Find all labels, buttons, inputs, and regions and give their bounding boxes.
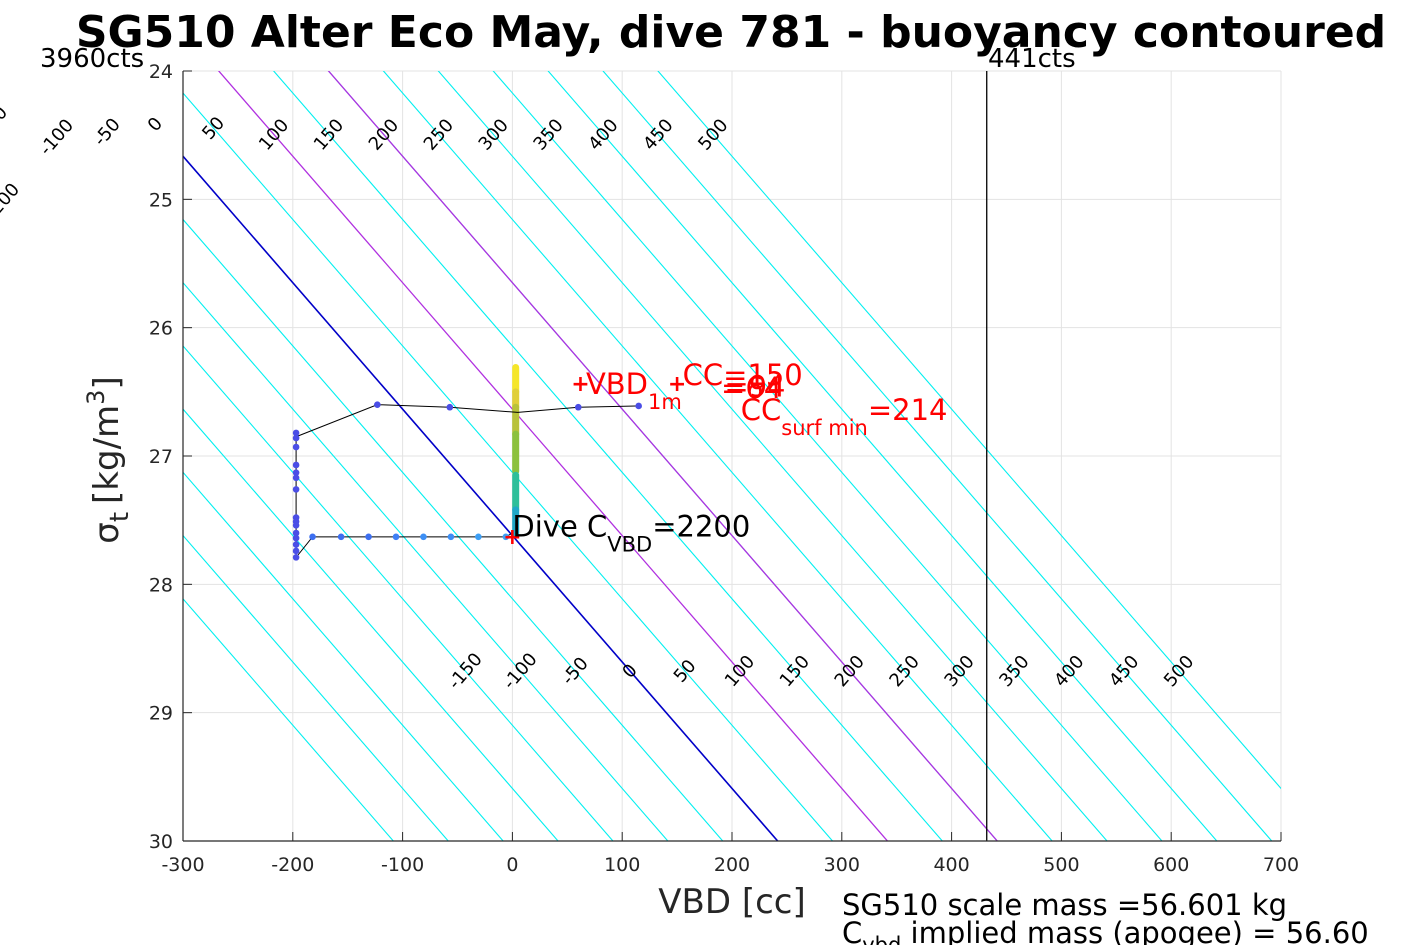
annotation: CC=150 (683, 358, 803, 392)
path-marker (635, 402, 642, 410)
path-marker (446, 403, 454, 411)
path-marker (337, 533, 345, 541)
contour-label: -100 (35, 115, 78, 160)
path-marker (392, 533, 400, 541)
y-tick-label: 28 (149, 574, 173, 596)
contour-line-cyan (183, 408, 559, 841)
x-tick-label: -300 (161, 854, 204, 876)
svg-text:σt[kg/m3]: σt [kg/m3] (82, 376, 135, 543)
path-marker (292, 474, 300, 482)
annotation: =94 (724, 370, 785, 404)
y-axis-label-sup: 3 (82, 390, 110, 405)
contour-line-cyan (183, 597, 395, 841)
x-tick-label: -100 (381, 854, 424, 876)
x-tick-label: 300 (824, 854, 860, 876)
chart-title: SG510 Alter Eco May, dive 781 - buoyancy… (76, 7, 1386, 58)
path-marker (420, 533, 427, 541)
contour-line-cyan (547, 71, 1218, 841)
x-tick-label: 500 (1043, 854, 1079, 876)
path-marker (292, 429, 300, 437)
path-marker (292, 522, 300, 529)
path-marker (374, 401, 381, 408)
implied-mass-sub: vbd (862, 933, 901, 945)
red-marker: + (503, 525, 521, 550)
y-tick-label: 30 (149, 831, 173, 853)
implied-mass-main: C (842, 916, 862, 945)
x-tick-label: -200 (271, 854, 314, 876)
contour-line-cyan (183, 218, 724, 841)
y-tick-label: 26 (149, 318, 173, 340)
y-tick-label: 27 (149, 446, 173, 468)
contour-label: -50 (90, 114, 125, 150)
path-marker (292, 541, 300, 548)
grid (182, 70, 1282, 842)
y-axis-label-sigma: σ (87, 522, 127, 544)
path-marker (574, 403, 582, 411)
contour-line-cyan (657, 71, 1281, 790)
x-tick-label: 400 (933, 854, 969, 876)
contour-line-cyan (437, 71, 1108, 841)
contour-label: 0 (144, 113, 167, 135)
x-tick-label: 0 (506, 854, 518, 876)
path-marker (475, 533, 482, 541)
implied-mass-tail: implied mass (apogee) = 56.60 (901, 916, 1368, 945)
path-marker (292, 486, 300, 493)
path-marker (292, 547, 300, 555)
y-axis-label: σt [kg/m3] (82, 376, 135, 543)
y-tick-labels: 24 25 26 27 28 29 30 (149, 61, 173, 853)
x-tick-labels: -300 -200 -100 0 100 200 300 400 500 600 700 (161, 854, 1299, 876)
implied-mass-text: Cvbd implied mass (apogee) = 56.60 (842, 916, 1369, 945)
contour-line-cyan (382, 71, 1053, 841)
contour-line-cyan (183, 281, 669, 841)
x-tick-label: 200 (714, 854, 750, 876)
path-marker (292, 434, 300, 442)
path-marker (292, 554, 300, 561)
contour-label: -150 (0, 102, 12, 147)
annotation: Dive CVBD=2200 (512, 510, 750, 557)
path-marker (502, 533, 510, 541)
y-tick-label: 25 (149, 189, 173, 211)
x-axis-label: VBD [cc] (658, 882, 806, 922)
path-marker (292, 529, 300, 537)
path-marker (292, 534, 300, 542)
right-cts-label: 441cts (988, 44, 1076, 74)
contour-line-magenta (217, 71, 889, 841)
x-tick-label: 700 (1263, 854, 1299, 876)
path-marker (292, 469, 300, 476)
y-tick-label: 29 (149, 703, 173, 725)
contour-line-cyan (183, 534, 449, 841)
red-marker: + (571, 372, 589, 397)
contour-line-cyan (602, 71, 1273, 841)
path-marker (365, 533, 372, 541)
scale-mass-text: SG510 scale mass =56.601 kg (842, 888, 1287, 922)
y-axis-label-unit: [kg/m (87, 405, 127, 504)
contour-line-magenta (327, 71, 999, 841)
annotation: CCsurf min=214 (741, 393, 948, 440)
path-marker (292, 443, 300, 451)
contour-label: -200 (0, 179, 24, 224)
annotation: VBD1m (586, 367, 682, 414)
path-marker (292, 461, 300, 469)
x-tick-label: 600 (1153, 854, 1189, 876)
y-tick-label: 24 (149, 61, 173, 83)
contour-line-cyan (183, 92, 834, 841)
y-axis-label-sub: t (105, 512, 135, 522)
red-marker: + (668, 372, 686, 397)
left-cts-label: 3960cts (40, 44, 144, 74)
contour-line-cyan (183, 471, 504, 841)
annotation: =64 (721, 371, 782, 405)
contour-line-cyan (183, 345, 614, 841)
path-marker (447, 533, 455, 541)
contour-line-cyan (272, 71, 944, 841)
y-axis-label-close: ] (87, 376, 127, 389)
contour-line-cyan (492, 71, 1163, 841)
x-tick-label: 100 (604, 854, 640, 876)
dive-path (292, 401, 642, 561)
contour-line-zero (183, 155, 779, 841)
axes (182, 70, 1282, 842)
path-marker (309, 533, 316, 541)
